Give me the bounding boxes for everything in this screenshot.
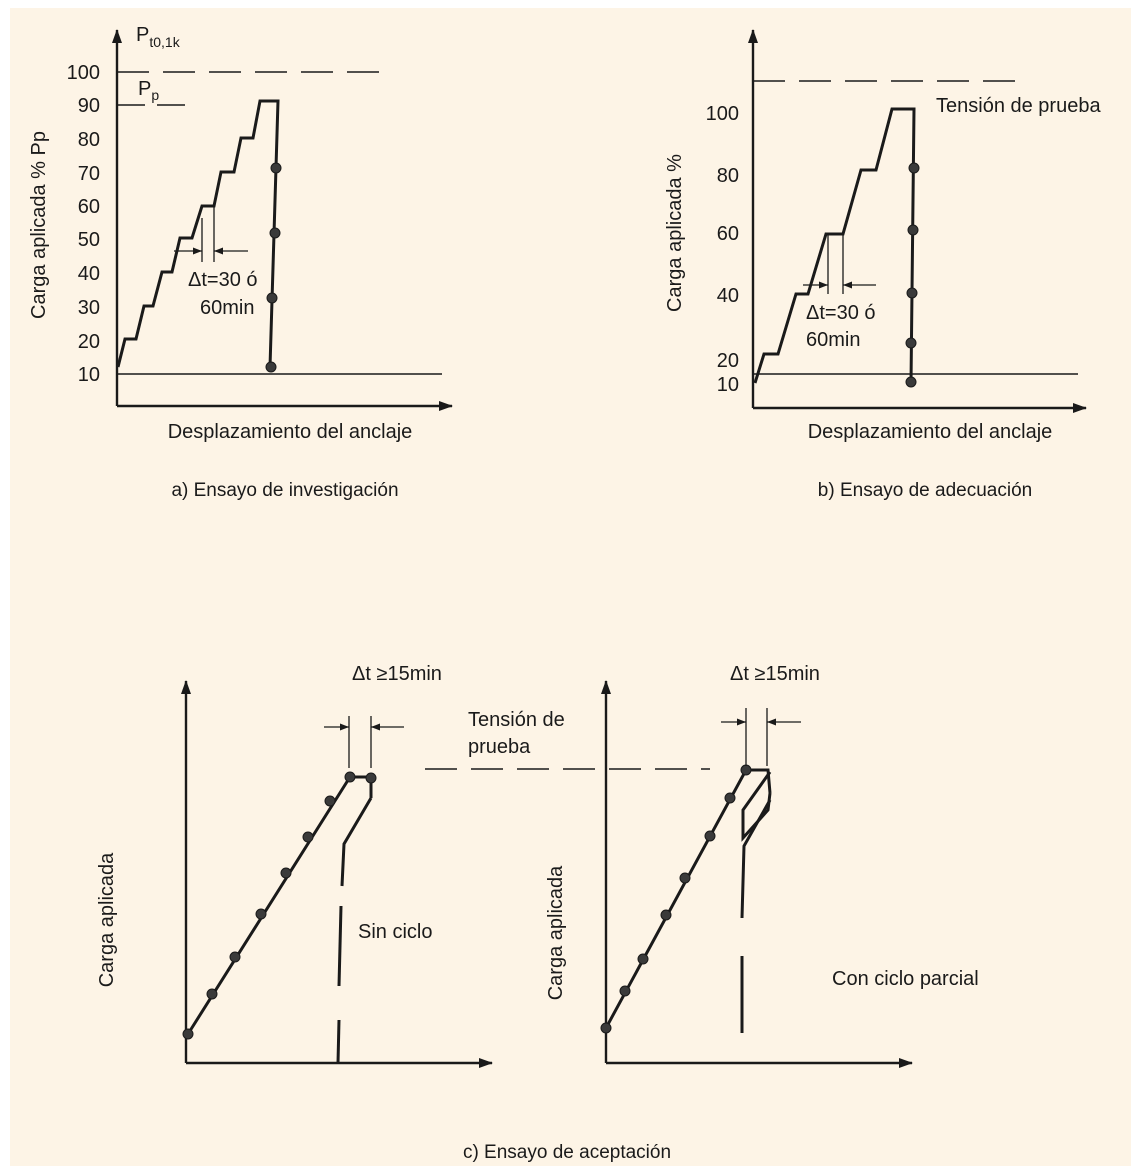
panel-a-ptk-symbol: Pt0,1k [136, 24, 181, 50]
panel-c-right-point [740, 764, 752, 776]
figure-panel: 100 90 80 70 60 50 40 30 20 10 Pt0,1k Pp… [10, 8, 1131, 1166]
panel-a-investigation: 100 90 80 70 60 50 40 30 20 10 Pt0,1k Pp… [28, 24, 453, 501]
panel-a-dt-label-1: Δt=30 ó [188, 269, 258, 291]
panel-c-left-point [324, 795, 336, 807]
panel-b-dt-label-1: Δt=30 ó [806, 302, 876, 324]
panel-b-point [905, 376, 917, 388]
panel-c-right-unload-curve [740, 799, 772, 919]
panel-a-tick-40: 40 [78, 263, 100, 285]
panel-a-tick-50: 50 [78, 229, 100, 251]
panel-c-proof-label-1: Tensión de [468, 709, 565, 731]
panel-c-left-point [255, 908, 267, 920]
panel-c-right-point [679, 872, 691, 884]
panel-c-left-load-curve [186, 775, 373, 1035]
panel-b-tick-80: 80 [717, 165, 739, 187]
panel-c-left-y-label: Carga aplicada [96, 852, 118, 987]
panel-a-point [269, 227, 281, 239]
panel-c-left-unload-curve [340, 797, 373, 887]
panel-a-load-curve [116, 99, 280, 368]
panel-b-tick-20: 20 [717, 350, 739, 372]
panel-c-left-point [302, 831, 314, 843]
panel-c-left-point [365, 772, 377, 784]
panel-b-adequacy: 100 80 60 40 20 10 Tensión de prueba Car… [664, 29, 1101, 501]
panel-b-point [906, 287, 918, 299]
panel-b-tick-60: 60 [717, 223, 739, 245]
panel-b-proof-label: Tensión de prueba [936, 95, 1101, 117]
panel-a-tick-10: 10 [78, 364, 100, 386]
panel-c-right-point [704, 830, 716, 842]
panel-b-point [908, 162, 920, 174]
panel-c-caption: c) Ensayo de aceptación [463, 1142, 671, 1163]
panel-c-partial-cycle-label: Con ciclo parcial [832, 968, 979, 990]
panel-a-tick-100: 100 [67, 62, 100, 84]
panel-c-right-load-curve [604, 768, 772, 1029]
panel-c-proof-label-2: prueba [468, 736, 531, 758]
panel-a-tick-90: 90 [78, 95, 100, 117]
panel-a-tick-70: 70 [78, 163, 100, 185]
panel-c-right-chart: Carga aplicada Δt ≥15min Con ciclo parci… [545, 663, 979, 1068]
panel-c-left-point [229, 951, 241, 963]
panel-a-tick-20: 20 [78, 331, 100, 353]
panel-b-tick-40: 40 [717, 285, 739, 307]
panel-a-y-label: Carga aplicada % Pp [28, 131, 50, 319]
panel-a-point [266, 292, 278, 304]
panel-a-dt-label-2: 60min [200, 297, 254, 319]
panel-c-right-point [600, 1022, 612, 1034]
panel-c-right-point [660, 909, 672, 921]
panel-c-left-point [206, 988, 218, 1000]
panel-c-left-point [344, 771, 356, 783]
panel-c-right-y-label: Carga aplicada [545, 865, 567, 1000]
panel-b-dt-label-2: 60min [806, 329, 860, 351]
panel-c-no-cycle-label: Sin ciclo [358, 921, 432, 943]
panel-c-right-point [724, 792, 736, 804]
panel-b-tick-10: 10 [717, 374, 739, 396]
panel-c-left-point [280, 867, 292, 879]
panel-b-load-curve [753, 107, 916, 384]
panel-b-y-label: Carga aplicada % [664, 154, 686, 312]
panel-a-point [265, 361, 277, 373]
panel-a-caption: a) Ensayo de investigación [171, 480, 398, 501]
panel-c-left-unload-dash [336, 1019, 341, 1064]
panel-b-point [905, 337, 917, 349]
panel-c-left-point [182, 1028, 194, 1040]
panel-c-right-dt-label: Δt ≥15min [730, 663, 820, 685]
panel-b-point [907, 224, 919, 236]
panel-a-tick-80: 80 [78, 129, 100, 151]
panel-c-acceptance: Tensión de prueba Carga aplicada Δt ≥ [96, 663, 979, 1163]
diagram-canvas: 100 90 80 70 60 50 40 30 20 10 Pt0,1k Pp… [28, 24, 1101, 1163]
panel-c-left-dt-label: Δt ≥15min [352, 663, 442, 685]
panel-a-point [270, 162, 282, 174]
panel-a-pp-symbol: Pp [138, 78, 159, 103]
panel-a-x-label: Desplazamiento del anclaje [168, 421, 413, 443]
panel-b-x-label: Desplazamiento del anclaje [808, 421, 1053, 443]
panel-b-tick-100: 100 [706, 103, 739, 125]
panel-a-tick-60: 60 [78, 196, 100, 218]
panel-c-left-chart: Carga aplicada Δt ≥15min Sin ciclo [96, 663, 493, 1068]
panel-c-left-unload-dash [337, 905, 343, 987]
panel-b-caption: b) Ensayo de adecuación [818, 480, 1032, 501]
panel-c-right-point [637, 953, 649, 965]
panel-c-right-point [619, 985, 631, 997]
panel-a-tick-30: 30 [78, 297, 100, 319]
